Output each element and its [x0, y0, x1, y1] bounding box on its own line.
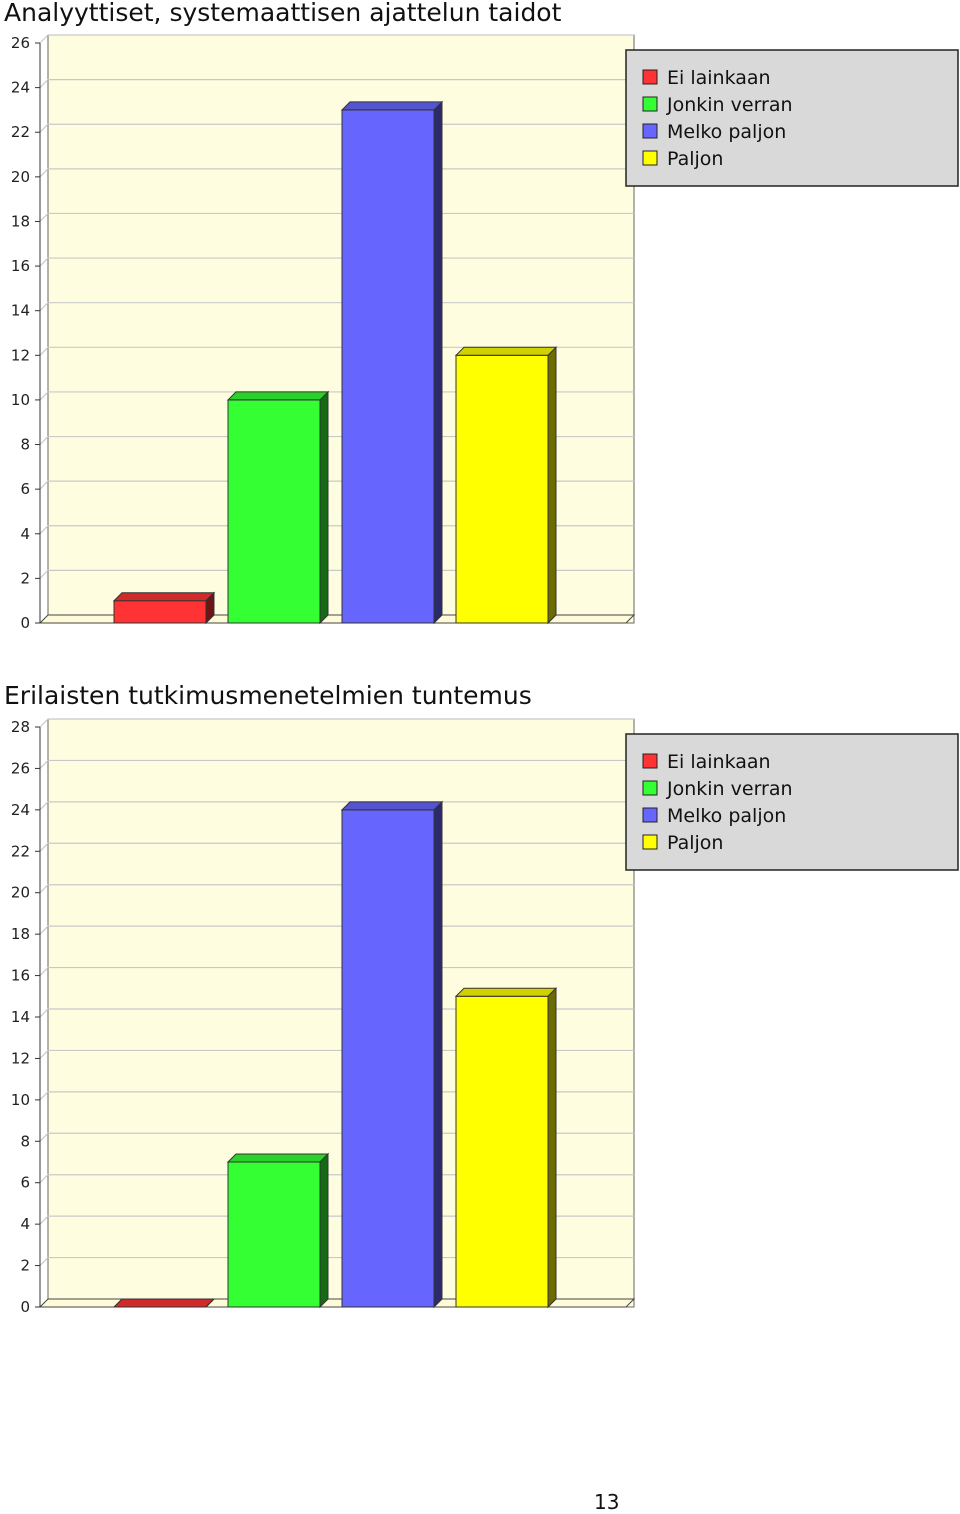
legend-swatch-melko-paljon — [642, 807, 658, 823]
y-tick-label: 24 — [11, 79, 30, 97]
bar-paljon — [454, 987, 558, 1309]
legend-box — [625, 49, 959, 187]
bar-front — [227, 399, 321, 624]
bar-front — [341, 109, 435, 624]
chart-title-analytical-skills: Analyyttiset, systemaattisen ajattelun t… — [4, 0, 562, 27]
y-tick-label: 22 — [11, 842, 30, 860]
bar-front — [113, 600, 207, 624]
bar-top — [454, 346, 558, 356]
y-tick-label: 8 — [20, 436, 30, 454]
gridline — [39, 759, 634, 769]
y-tick-label: 20 — [11, 168, 30, 186]
legend-label-melko-paljon: Melko paljon — [667, 121, 786, 143]
legend-box — [625, 733, 959, 871]
bar-ei-lainkaan — [112, 1298, 216, 1308]
legend: Ei lainkaan Jonkin verran Melko paljon Palj… — [625, 49, 959, 187]
gridline — [39, 718, 634, 728]
bar-melko-paljon — [340, 100, 444, 625]
y-tick-label: 16 — [11, 967, 30, 985]
bar-front — [455, 995, 549, 1308]
y-tick-label: 10 — [11, 1091, 30, 1109]
legend-label-ei-lainkaan: Ei lainkaan — [667, 751, 771, 773]
bar-side — [319, 390, 329, 625]
bar-front — [455, 354, 549, 624]
bar-ei-lainkaan — [112, 591, 216, 625]
y-tick-label: 10 — [11, 391, 30, 409]
bar-top — [340, 101, 444, 111]
y-tick-label: 0 — [20, 614, 30, 632]
page-number: 13 — [594, 1490, 620, 1514]
y-tick-label: 2 — [20, 1257, 30, 1275]
y-tick-label: 26 — [11, 34, 30, 52]
legend-swatch-paljon — [642, 150, 658, 166]
bar-side — [433, 100, 443, 625]
legend-label-ei-lainkaan: Ei lainkaan — [667, 67, 771, 89]
bar-top — [112, 1298, 216, 1308]
legend-label-jonkin-verran: Jonkin verran — [666, 94, 793, 116]
y-tick-label: 8 — [20, 1132, 30, 1150]
y-tick-label: 18 — [11, 925, 30, 943]
bar-front — [227, 1161, 321, 1308]
bar-side — [319, 1152, 329, 1309]
legend-swatch-jonkin-verran — [642, 96, 658, 112]
legend-swatch-melko-paljon — [642, 123, 658, 139]
bar-side — [547, 987, 557, 1309]
legend: Ei lainkaan Jonkin verran Melko paljon Palj… — [625, 733, 959, 871]
legend-label-paljon: Paljon — [667, 148, 723, 170]
y-tick-label: 12 — [11, 346, 30, 364]
legend-label-melko-paljon: Melko paljon — [667, 805, 786, 827]
bar-side — [205, 591, 215, 625]
legend-swatch-ei-lainkaan — [642, 753, 658, 769]
y-tick-label: 14 — [11, 1008, 30, 1026]
bar-top — [226, 1153, 330, 1163]
bar-side — [205, 1298, 215, 1308]
y-tick-label: 18 — [11, 212, 30, 230]
y-tick-label: 20 — [11, 884, 30, 902]
legend-swatch-jonkin-verran — [642, 780, 658, 796]
legend-label-paljon: Paljon — [667, 832, 723, 854]
bar-jonkin-verran — [226, 390, 330, 625]
bar-melko-paljon — [340, 800, 444, 1309]
bar-top — [454, 987, 558, 997]
legend-swatch-ei-lainkaan — [642, 69, 658, 85]
legend-swatch-paljon — [642, 834, 658, 850]
y-tick-label: 4 — [20, 1215, 30, 1233]
y-tick-label: 16 — [11, 257, 30, 275]
y-tick-label: 12 — [11, 1049, 30, 1067]
chart-title-research-methods: Erilaisten tutkimusmenetelmien tuntemus — [4, 681, 532, 710]
legend-label-jonkin-verran: Jonkin verran — [666, 778, 793, 800]
y-tick-label: 0 — [20, 1298, 30, 1316]
y-tick-label: 28 — [11, 718, 30, 736]
y-tick-label: 4 — [20, 525, 30, 543]
y-tick-label: 24 — [11, 801, 30, 819]
bar-side — [547, 346, 557, 625]
y-tick-label: 6 — [20, 1174, 30, 1192]
y-tick-label: 26 — [11, 759, 30, 777]
gridline — [39, 34, 634, 44]
bar-top — [226, 391, 330, 401]
bar-side — [433, 800, 443, 1309]
bar-top — [112, 592, 216, 602]
y-tick-label: 6 — [20, 480, 30, 498]
y-tick-label: 22 — [11, 123, 30, 141]
bar-paljon — [454, 346, 558, 625]
bar-jonkin-verran — [226, 1152, 330, 1309]
y-tick-label: 2 — [20, 569, 30, 587]
bar-front — [341, 809, 435, 1308]
bar-top — [340, 801, 444, 811]
y-tick-label: 14 — [11, 302, 30, 320]
gridline — [39, 79, 634, 89]
